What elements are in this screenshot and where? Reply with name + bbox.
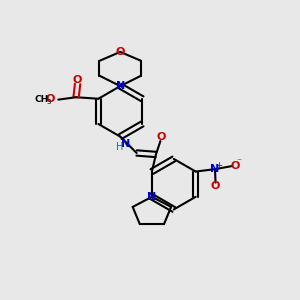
Text: N: N (210, 164, 220, 174)
Text: ⁻: ⁻ (237, 158, 242, 168)
Text: N: N (122, 139, 131, 148)
Text: 3: 3 (46, 99, 51, 105)
Text: O: O (73, 75, 82, 85)
Text: H: H (116, 142, 123, 152)
Text: CH: CH (35, 95, 49, 104)
Text: N: N (116, 81, 125, 91)
Text: +: + (215, 161, 222, 170)
Text: O: O (211, 182, 220, 191)
Text: O: O (156, 132, 166, 142)
Text: N: N (147, 192, 157, 202)
Text: O: O (116, 47, 125, 57)
Text: O: O (46, 94, 55, 104)
Text: O: O (230, 160, 240, 171)
